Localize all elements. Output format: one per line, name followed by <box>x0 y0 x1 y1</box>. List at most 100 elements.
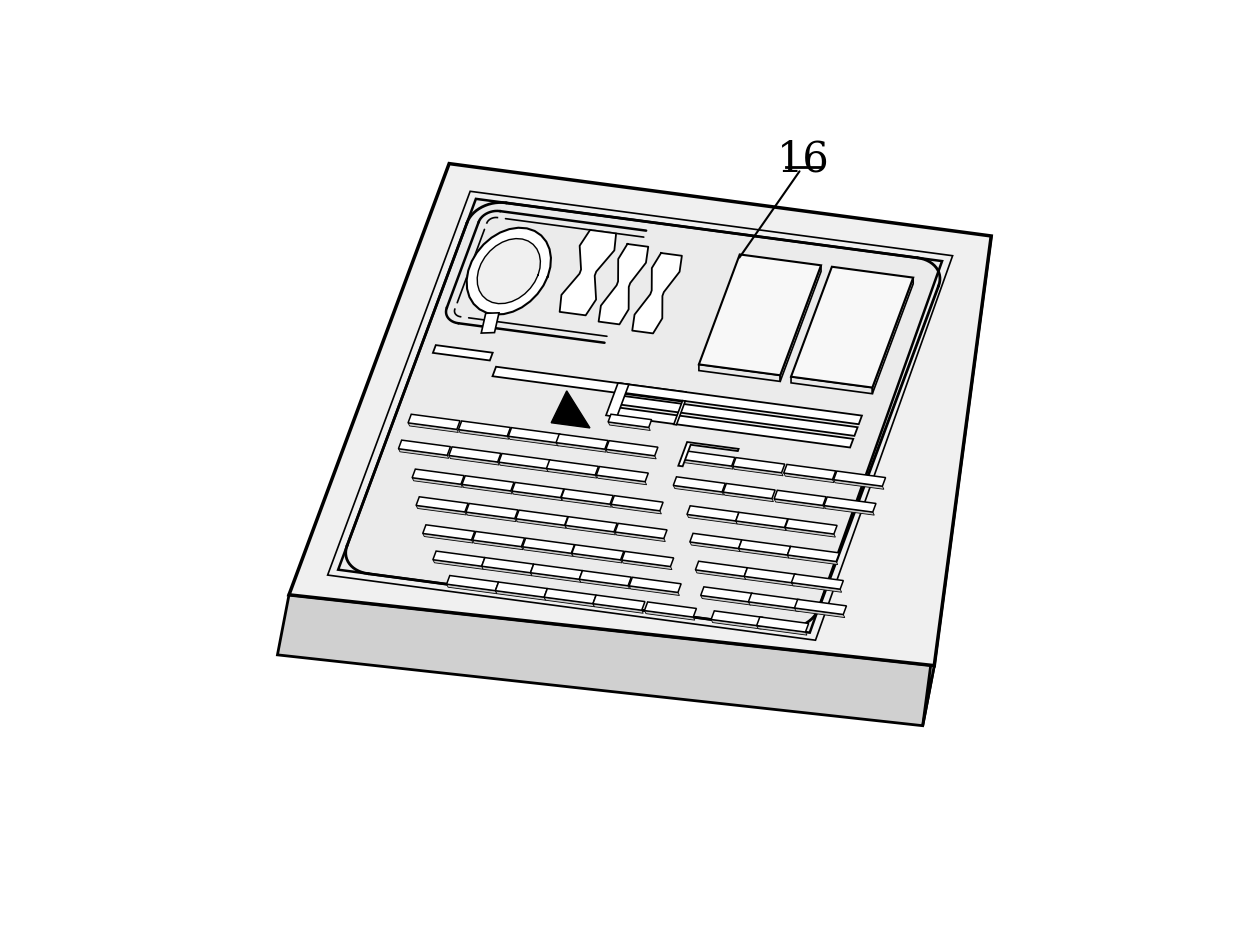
Polygon shape <box>673 486 724 495</box>
Polygon shape <box>606 383 629 417</box>
Polygon shape <box>398 449 449 458</box>
Polygon shape <box>756 626 807 635</box>
Polygon shape <box>446 584 497 594</box>
Polygon shape <box>498 463 549 472</box>
Polygon shape <box>423 525 475 540</box>
Polygon shape <box>689 533 742 549</box>
Polygon shape <box>744 567 796 583</box>
Polygon shape <box>611 504 661 514</box>
Polygon shape <box>579 579 630 589</box>
Polygon shape <box>739 549 789 558</box>
Polygon shape <box>433 551 485 566</box>
Polygon shape <box>645 602 697 617</box>
Polygon shape <box>556 442 606 452</box>
Polygon shape <box>733 466 784 476</box>
Polygon shape <box>609 407 853 448</box>
Polygon shape <box>495 590 546 601</box>
Polygon shape <box>784 464 836 479</box>
Polygon shape <box>673 400 686 425</box>
Polygon shape <box>492 367 686 401</box>
Polygon shape <box>606 450 656 459</box>
Polygon shape <box>449 455 500 465</box>
Polygon shape <box>615 532 666 541</box>
Polygon shape <box>791 267 913 387</box>
Polygon shape <box>795 600 847 615</box>
Polygon shape <box>472 540 523 550</box>
Polygon shape <box>701 587 753 602</box>
Polygon shape <box>621 560 672 569</box>
Polygon shape <box>606 440 658 456</box>
Polygon shape <box>547 460 599 475</box>
Polygon shape <box>780 265 821 381</box>
Polygon shape <box>744 577 795 586</box>
Polygon shape <box>784 473 835 483</box>
Polygon shape <box>678 442 739 466</box>
Text: 16: 16 <box>777 139 830 181</box>
Polygon shape <box>683 451 735 466</box>
Polygon shape <box>466 228 551 314</box>
Polygon shape <box>556 434 608 450</box>
Polygon shape <box>733 458 785 473</box>
Polygon shape <box>572 545 624 560</box>
Polygon shape <box>547 468 596 478</box>
Polygon shape <box>785 527 836 537</box>
Polygon shape <box>565 516 618 532</box>
Polygon shape <box>711 619 761 629</box>
Polygon shape <box>417 497 467 512</box>
Polygon shape <box>522 539 574 553</box>
Polygon shape <box>723 492 774 502</box>
Polygon shape <box>398 440 450 455</box>
Polygon shape <box>412 469 464 484</box>
Polygon shape <box>508 437 559 446</box>
Polygon shape <box>565 526 615 535</box>
Polygon shape <box>787 555 838 565</box>
Polygon shape <box>791 376 873 394</box>
Polygon shape <box>572 553 622 563</box>
Polygon shape <box>289 163 991 666</box>
Polygon shape <box>463 485 512 494</box>
Polygon shape <box>791 583 842 592</box>
Polygon shape <box>466 512 516 522</box>
Polygon shape <box>756 617 808 632</box>
Polygon shape <box>579 571 631 586</box>
Polygon shape <box>823 497 875 512</box>
Polygon shape <box>599 244 649 324</box>
Polygon shape <box>596 476 646 485</box>
Polygon shape <box>791 574 843 590</box>
Polygon shape <box>417 505 466 515</box>
Polygon shape <box>735 521 786 530</box>
Polygon shape <box>477 238 541 304</box>
Polygon shape <box>608 422 650 430</box>
Polygon shape <box>593 603 644 614</box>
Polygon shape <box>408 423 459 433</box>
Polygon shape <box>696 570 745 579</box>
Polygon shape <box>433 560 484 569</box>
Polygon shape <box>512 491 562 501</box>
Polygon shape <box>481 566 532 576</box>
Polygon shape <box>621 552 673 566</box>
Polygon shape <box>749 602 799 612</box>
Polygon shape <box>508 427 560 443</box>
Polygon shape <box>629 578 681 592</box>
Polygon shape <box>423 533 474 543</box>
Polygon shape <box>481 558 533 573</box>
Polygon shape <box>412 477 463 488</box>
Polygon shape <box>544 589 596 603</box>
Polygon shape <box>774 499 825 509</box>
Polygon shape <box>522 547 573 556</box>
Polygon shape <box>739 540 791 555</box>
Polygon shape <box>516 510 568 526</box>
Polygon shape <box>408 414 460 429</box>
Polygon shape <box>785 519 837 534</box>
Polygon shape <box>459 421 511 436</box>
Polygon shape <box>463 476 515 491</box>
Polygon shape <box>749 593 800 608</box>
Polygon shape <box>552 391 590 428</box>
Polygon shape <box>562 489 614 504</box>
Polygon shape <box>711 611 763 626</box>
Polygon shape <box>823 505 874 515</box>
Polygon shape <box>873 277 913 394</box>
Polygon shape <box>629 586 680 595</box>
Polygon shape <box>923 236 991 726</box>
Polygon shape <box>339 199 942 632</box>
